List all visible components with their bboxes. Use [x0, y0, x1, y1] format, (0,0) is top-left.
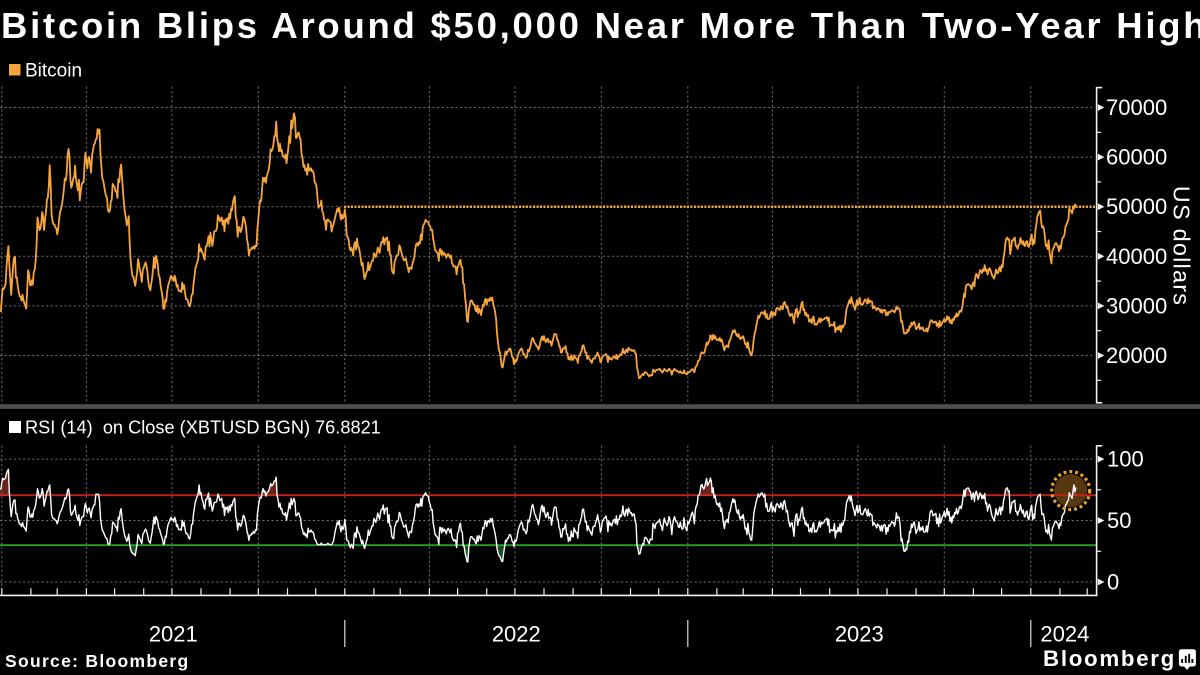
svg-text:Bitcoin Blips Around $50,000 N: Bitcoin Blips Around $50,000 Near More T… — [1, 5, 1200, 46]
svg-text:40000: 40000 — [1106, 244, 1167, 269]
svg-text:50000: 50000 — [1106, 194, 1167, 219]
svg-text:2023: 2023 — [835, 622, 884, 647]
svg-text:20000: 20000 — [1106, 343, 1167, 368]
svg-text:2024: 2024 — [1040, 622, 1089, 647]
svg-text:50: 50 — [1107, 508, 1131, 533]
svg-text:2022: 2022 — [492, 622, 541, 647]
svg-text:30000: 30000 — [1106, 293, 1167, 318]
svg-text:US dollars: US dollars — [1169, 186, 1195, 306]
svg-text:0: 0 — [1107, 570, 1119, 595]
svg-text:Bloomberg: Bloomberg — [1043, 646, 1176, 671]
svg-text:100: 100 — [1107, 447, 1144, 472]
svg-text:2021: 2021 — [149, 622, 198, 647]
svg-text:RSI (14) on Close (XBTUSD BGN: RSI (14) on Close (XBTUSD BGN) 76.8821 — [25, 418, 381, 438]
svg-text:60000: 60000 — [1106, 145, 1167, 170]
svg-text:Bitcoin: Bitcoin — [25, 61, 82, 82]
svg-text:Source: Bloomberg: Source: Bloomberg — [5, 651, 189, 671]
svg-text:70000: 70000 — [1106, 95, 1167, 120]
